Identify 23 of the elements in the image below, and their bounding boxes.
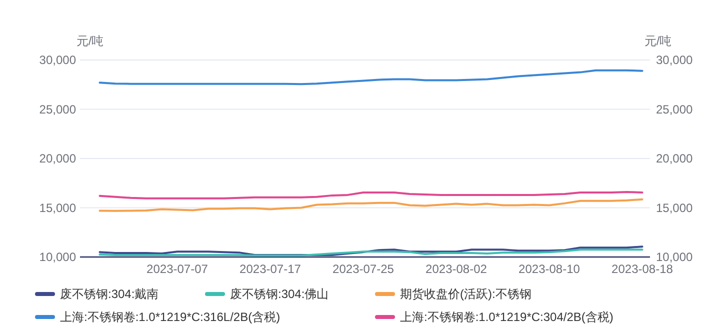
legend-text: 期货收盘价(活跃):不锈钢 — [400, 287, 532, 301]
y2tick: 25,000 — [656, 102, 693, 116]
xtick: 2023-08-10 — [518, 262, 580, 276]
xtick: 2023-07-07 — [146, 262, 208, 276]
xtick: 2023-08-18 — [612, 262, 673, 276]
legend-text: 上海:不锈钢卷:1.0*1219*C:316L/2B(含税) — [60, 310, 280, 324]
ytick: 10,000 — [39, 250, 76, 264]
ytick: 15,000 — [39, 200, 76, 215]
ytick: 30,000 — [39, 53, 76, 67]
y2tick: 30,000 — [656, 53, 693, 67]
xtick: 2023-07-25 — [332, 262, 394, 276]
xtick: 2023-08-02 — [426, 262, 487, 276]
y2tick: 20,000 — [656, 152, 693, 166]
legend-text: 废不锈钢:304:戴南 — [60, 287, 159, 301]
ytick: 25,000 — [39, 102, 76, 116]
y2tick: 15,000 — [656, 200, 693, 215]
y2tick: 10,000 — [656, 250, 693, 264]
ylabel: 元/吨 — [76, 34, 104, 48]
ytick: 20,000 — [39, 152, 76, 166]
legend-text: 上海:不锈钢卷:1.0*1219*C:304/2B(含税) — [400, 310, 614, 324]
legend-text: 废不锈钢:304:佛山 — [230, 287, 329, 301]
y2label: 元/吨 — [644, 34, 672, 48]
xtick: 2023-07-17 — [240, 262, 301, 276]
